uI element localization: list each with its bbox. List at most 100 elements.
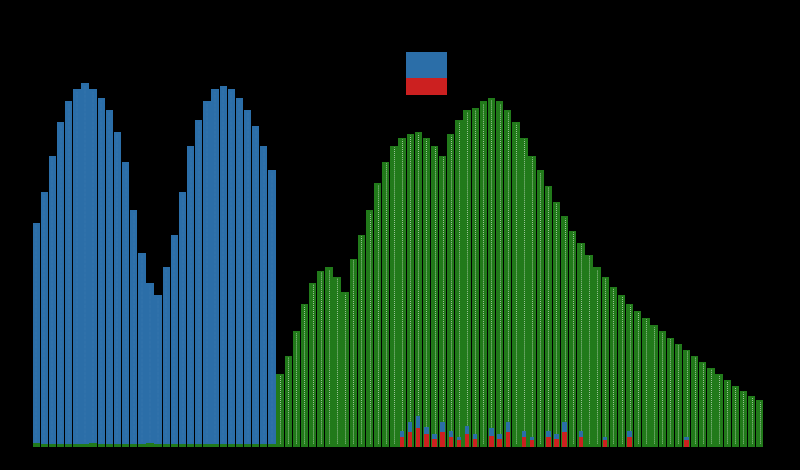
Bar (82, 444, 89, 446)
Bar (350, 259, 357, 446)
Bar (684, 440, 689, 446)
Bar (463, 110, 470, 446)
Bar (195, 120, 202, 446)
Bar (41, 192, 48, 446)
Bar (447, 134, 454, 446)
Bar (268, 171, 276, 446)
Bar (537, 171, 544, 446)
Bar (106, 444, 113, 446)
Bar (530, 440, 534, 446)
Bar (578, 437, 583, 446)
Bar (408, 432, 412, 446)
Bar (285, 356, 292, 446)
Bar (301, 304, 308, 446)
Bar (457, 440, 461, 446)
Bar (358, 235, 365, 446)
Bar (334, 277, 341, 446)
Bar (529, 156, 536, 446)
Bar (553, 202, 560, 446)
Bar (414, 132, 422, 446)
Bar (228, 444, 235, 446)
Bar (219, 86, 227, 446)
Bar (114, 444, 121, 446)
Bar (627, 437, 632, 446)
Bar (561, 217, 568, 446)
Bar (138, 444, 146, 446)
Bar (98, 444, 105, 446)
Bar (195, 444, 202, 446)
Bar (170, 444, 178, 446)
Bar (473, 434, 478, 439)
Bar (293, 331, 300, 446)
Bar (187, 444, 194, 446)
Bar (578, 243, 585, 446)
Bar (506, 422, 510, 432)
Bar (666, 337, 674, 446)
Bar (154, 444, 162, 446)
Bar (146, 443, 154, 446)
Bar (522, 431, 526, 437)
Bar (309, 283, 316, 446)
Bar (244, 444, 251, 446)
Bar (406, 52, 446, 78)
Bar (634, 311, 642, 446)
Bar (252, 444, 259, 446)
Bar (400, 431, 404, 437)
Bar (390, 146, 398, 446)
Bar (90, 443, 97, 446)
Bar (424, 434, 429, 446)
Bar (162, 267, 170, 446)
Bar (422, 138, 430, 446)
Bar (642, 318, 650, 446)
Bar (203, 102, 210, 446)
Bar (317, 271, 324, 446)
Bar (260, 444, 267, 446)
Bar (187, 146, 194, 446)
Bar (57, 444, 64, 446)
Bar (441, 432, 445, 446)
Bar (244, 110, 251, 446)
Bar (424, 427, 429, 434)
Bar (82, 83, 89, 446)
Bar (57, 122, 64, 446)
Bar (626, 304, 634, 446)
Bar (342, 291, 349, 446)
Bar (488, 98, 495, 446)
Bar (179, 444, 186, 446)
Bar (756, 400, 763, 446)
Bar (455, 120, 462, 446)
Bar (211, 89, 218, 446)
Bar (432, 434, 437, 439)
Bar (33, 443, 40, 446)
Bar (490, 428, 494, 436)
Bar (236, 444, 243, 446)
Bar (431, 146, 438, 446)
Bar (162, 444, 170, 446)
Bar (691, 356, 698, 446)
Bar (684, 437, 689, 440)
Bar (228, 89, 235, 446)
Bar (465, 434, 470, 446)
Bar (106, 110, 113, 446)
Bar (732, 386, 739, 446)
Bar (439, 156, 446, 446)
Bar (569, 231, 577, 446)
Bar (138, 253, 146, 446)
Bar (374, 182, 382, 446)
Bar (449, 437, 453, 446)
Bar (740, 391, 747, 446)
Bar (65, 444, 72, 446)
Bar (465, 426, 470, 434)
Bar (114, 132, 121, 446)
Bar (471, 108, 479, 446)
Bar (658, 331, 666, 446)
Bar (554, 439, 558, 446)
Bar (406, 134, 414, 446)
Bar (98, 98, 105, 446)
Bar (715, 374, 722, 446)
Bar (408, 422, 412, 432)
Bar (545, 186, 552, 446)
Bar (522, 437, 526, 446)
Bar (179, 192, 186, 446)
Bar (122, 444, 130, 446)
